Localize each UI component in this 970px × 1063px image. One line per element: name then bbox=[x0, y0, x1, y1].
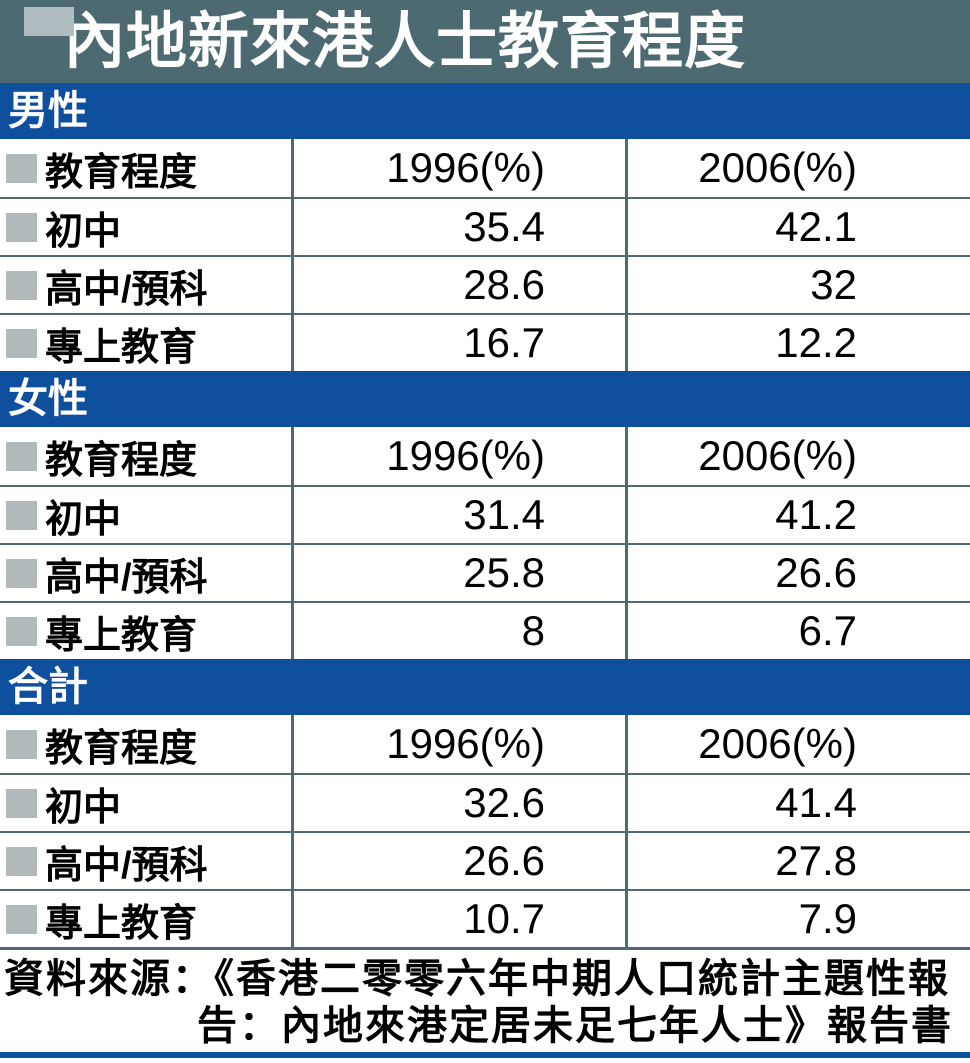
row-label: 專上教育 bbox=[45, 326, 198, 369]
bullet-square-icon bbox=[6, 846, 37, 876]
header-cell-education: 教育程度 bbox=[0, 141, 292, 196]
column-header-2006: 2006(%) bbox=[698, 432, 857, 479]
column-divider bbox=[291, 715, 294, 947]
value-2006: 32 bbox=[810, 261, 857, 308]
table-row: 高中/預科 25.8 26.6 bbox=[0, 543, 970, 601]
row-label: 高中/預科 bbox=[45, 844, 208, 887]
section-table: 教育程度 1996(%) 2006(%) 初中 31.4 41.2 高中/預科 … bbox=[0, 427, 970, 659]
value-2006: 6.7 bbox=[798, 607, 857, 654]
table-header-row: 教育程度 1996(%) 2006(%) bbox=[0, 139, 970, 197]
value-1996: 35.4 bbox=[463, 203, 545, 250]
source-line-1: 資料來源：《香港二零零六年中期人口統計主題性報 bbox=[4, 957, 950, 1001]
value-1996: 10.7 bbox=[463, 895, 545, 942]
row-label-cell: 專上教育 bbox=[0, 316, 292, 371]
table-bottom-border bbox=[0, 947, 970, 950]
column-header-1996: 1996(%) bbox=[386, 720, 545, 767]
column-divider bbox=[625, 427, 628, 659]
table-section-female: 女性 教育程度 1996(%) 2006(%) 初中 31.4 41.2 高中/… bbox=[0, 371, 970, 659]
value-2006: 7.9 bbox=[798, 895, 857, 942]
value-1996: 26.6 bbox=[463, 837, 545, 884]
row-label: 初中 bbox=[45, 786, 122, 829]
column-header-1996: 1996(%) bbox=[386, 144, 545, 191]
row-label-cell: 專上教育 bbox=[0, 892, 292, 947]
page-title: 內地新來港人士教育程度 bbox=[64, 7, 747, 75]
section-title: 女性 bbox=[8, 377, 88, 421]
section-table: 教育程度 1996(%) 2006(%) 初中 32.6 41.4 高中/預科 … bbox=[0, 715, 970, 947]
section-header-total: 合計 bbox=[0, 659, 970, 715]
table-row: 初中 31.4 41.2 bbox=[0, 485, 970, 543]
title-bar: 內地新來港人士教育程度 bbox=[0, 0, 970, 83]
table-section-total: 合計 教育程度 1996(%) 2006(%) 初中 32.6 41.4 高中/… bbox=[0, 659, 970, 947]
row-label-cell: 初中 bbox=[0, 776, 292, 831]
bullet-square-icon bbox=[6, 788, 37, 818]
row-label-cell: 高中/預科 bbox=[0, 258, 292, 313]
value-2006: 41.2 bbox=[775, 491, 857, 538]
value-1996: 32.6 bbox=[463, 779, 545, 826]
value-2006: 41.4 bbox=[775, 779, 857, 826]
title-marker-icon bbox=[24, 7, 74, 36]
header-cell-education: 教育程度 bbox=[0, 717, 292, 772]
bottom-rule bbox=[0, 1052, 970, 1058]
value-2006: 42.1 bbox=[775, 203, 857, 250]
row-label-cell: 高中/預科 bbox=[0, 834, 292, 889]
column-divider bbox=[291, 427, 294, 659]
table-row: 專上教育 8 6.7 bbox=[0, 601, 970, 659]
table-row: 初中 32.6 41.4 bbox=[0, 773, 970, 831]
bullet-square-icon bbox=[6, 328, 37, 358]
section-header-male: 男性 bbox=[0, 83, 970, 139]
table-row: 高中/預科 28.6 32 bbox=[0, 255, 970, 313]
row-label: 初中 bbox=[45, 210, 122, 253]
source-line-2: 告：內地來港定居未足七年人士》報告書 bbox=[197, 1004, 953, 1048]
bullet-square-icon bbox=[6, 904, 37, 934]
table-section-male: 男性 教育程度 1996(%) 2006(%) 初中 35.4 42.1 高中/… bbox=[0, 83, 970, 371]
bullet-square-icon bbox=[6, 500, 37, 530]
table-header-row: 教育程度 1996(%) 2006(%) bbox=[0, 715, 970, 773]
row-label: 專上教育 bbox=[45, 614, 198, 657]
header-cell-education: 教育程度 bbox=[0, 429, 292, 484]
value-1996: 31.4 bbox=[463, 491, 545, 538]
table-row: 專上教育 16.7 12.2 bbox=[0, 313, 970, 371]
column-header-label: 教育程度 bbox=[45, 727, 198, 770]
bullet-square-icon bbox=[6, 558, 37, 588]
column-header-label: 教育程度 bbox=[45, 151, 198, 194]
row-label-cell: 初中 bbox=[0, 200, 292, 255]
row-label: 初中 bbox=[45, 498, 122, 541]
column-divider bbox=[625, 139, 628, 371]
value-1996: 8 bbox=[521, 607, 545, 654]
source-note: 資料來源：《香港二零零六年中期人口統計主題性報 告：內地來港定居未足七年人士》報… bbox=[0, 950, 970, 1050]
row-label-cell: 初中 bbox=[0, 488, 292, 543]
bullet-square-icon bbox=[6, 729, 37, 759]
value-1996: 28.6 bbox=[463, 261, 545, 308]
row-label: 高中/預科 bbox=[45, 556, 208, 599]
value-2006: 26.6 bbox=[775, 549, 857, 596]
row-label: 專上教育 bbox=[45, 902, 198, 945]
column-divider bbox=[625, 715, 628, 947]
bullet-square-icon bbox=[6, 153, 37, 183]
bullet-square-icon bbox=[6, 616, 37, 646]
value-1996: 16.7 bbox=[463, 319, 545, 366]
column-header-2006: 2006(%) bbox=[698, 144, 857, 191]
section-title: 合計 bbox=[8, 665, 88, 709]
column-header-label: 教育程度 bbox=[45, 439, 198, 482]
column-divider bbox=[291, 139, 294, 371]
row-label: 高中/預科 bbox=[45, 268, 208, 311]
section-table: 教育程度 1996(%) 2006(%) 初中 35.4 42.1 高中/預科 … bbox=[0, 139, 970, 371]
row-label-cell: 專上教育 bbox=[0, 604, 292, 659]
column-header-1996: 1996(%) bbox=[386, 432, 545, 479]
bullet-square-icon bbox=[6, 441, 37, 471]
table-row: 高中/預科 26.6 27.8 bbox=[0, 831, 970, 889]
value-2006: 12.2 bbox=[775, 319, 857, 366]
table-header-row: 教育程度 1996(%) 2006(%) bbox=[0, 427, 970, 485]
table-row: 初中 35.4 42.1 bbox=[0, 197, 970, 255]
table-row: 專上教育 10.7 7.9 bbox=[0, 889, 970, 947]
value-1996: 25.8 bbox=[463, 549, 545, 596]
column-header-2006: 2006(%) bbox=[698, 720, 857, 767]
bullet-square-icon bbox=[6, 270, 37, 300]
value-2006: 27.8 bbox=[775, 837, 857, 884]
section-title: 男性 bbox=[8, 89, 88, 133]
bullet-square-icon bbox=[6, 212, 37, 242]
section-header-female: 女性 bbox=[0, 371, 970, 427]
row-label-cell: 高中/預科 bbox=[0, 546, 292, 601]
